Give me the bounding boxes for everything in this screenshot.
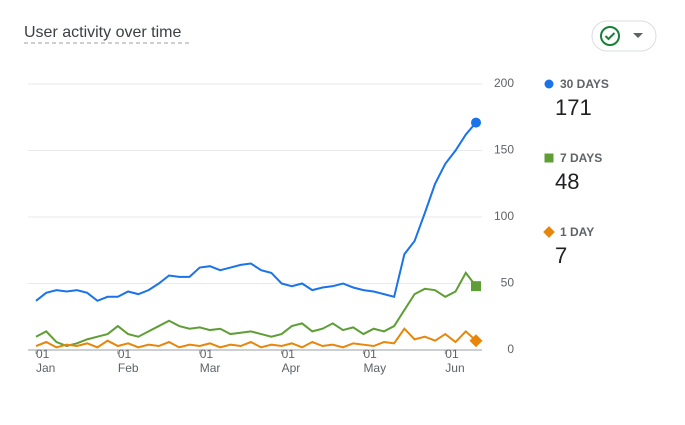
y-tick-label: 150 — [494, 143, 514, 157]
check-mark — [604, 32, 616, 41]
x-tick-month: Mar — [200, 361, 221, 375]
plot: 05010015020001Jan01Feb01Mar01Apr01May01J… — [28, 76, 514, 375]
x-tick-day: 01 — [445, 347, 459, 361]
x-tick-month: May — [363, 361, 386, 375]
y-tick-label: 200 — [494, 76, 514, 90]
x-tick-day: 01 — [363, 347, 377, 361]
dropdown-arrow — [633, 33, 643, 38]
x-tick-month: Jun — [445, 361, 464, 375]
status-button[interactable] — [591, 20, 657, 52]
y-tick-label: 50 — [501, 276, 515, 290]
legend-value: 7 — [555, 243, 567, 268]
y-tick-label: 100 — [494, 209, 514, 223]
legend-label: 7 DAYS — [560, 151, 602, 165]
x-tick-month: Apr — [282, 361, 301, 375]
marker — [544, 79, 554, 89]
x-tick-day: 01 — [36, 347, 50, 361]
marker — [544, 153, 554, 163]
legend-value: 171 — [555, 95, 592, 120]
marker — [471, 117, 481, 128]
check-icon — [600, 26, 620, 46]
x-tick-day: 01 — [118, 347, 132, 361]
y-tick-label: 0 — [507, 342, 514, 356]
legend-label: 30 DAYS — [560, 77, 609, 91]
button-frame[interactable] — [591, 20, 657, 52]
series-line — [35, 121, 477, 302]
marker — [471, 281, 481, 292]
x-tick-day: 01 — [200, 347, 214, 361]
series-line — [35, 271, 477, 348]
marker — [469, 334, 483, 348]
chart-title: User activity over time — [24, 24, 181, 41]
legend: 30 DAYS 171 7 DAYS 48 1 DAY 7 — [543, 77, 609, 268]
x-tick-month: Jan — [36, 361, 55, 375]
legend-label: 1 DAY — [560, 225, 594, 239]
series-line — [35, 327, 477, 349]
marker — [543, 226, 555, 238]
legend-value: 48 — [555, 169, 579, 194]
x-tick-day: 01 — [282, 347, 296, 361]
x-tick-month: Feb — [118, 361, 139, 375]
